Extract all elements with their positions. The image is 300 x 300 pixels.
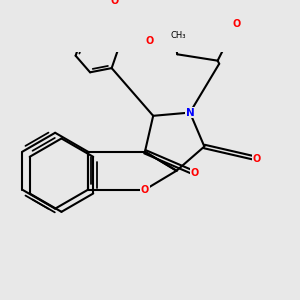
Text: O: O <box>146 36 154 46</box>
Text: O: O <box>232 19 240 29</box>
Text: O: O <box>253 154 261 164</box>
Text: O: O <box>190 168 198 178</box>
Text: N: N <box>185 108 194 118</box>
Text: O: O <box>141 185 149 195</box>
Text: CH₃: CH₃ <box>170 31 185 40</box>
Text: O: O <box>110 0 119 6</box>
